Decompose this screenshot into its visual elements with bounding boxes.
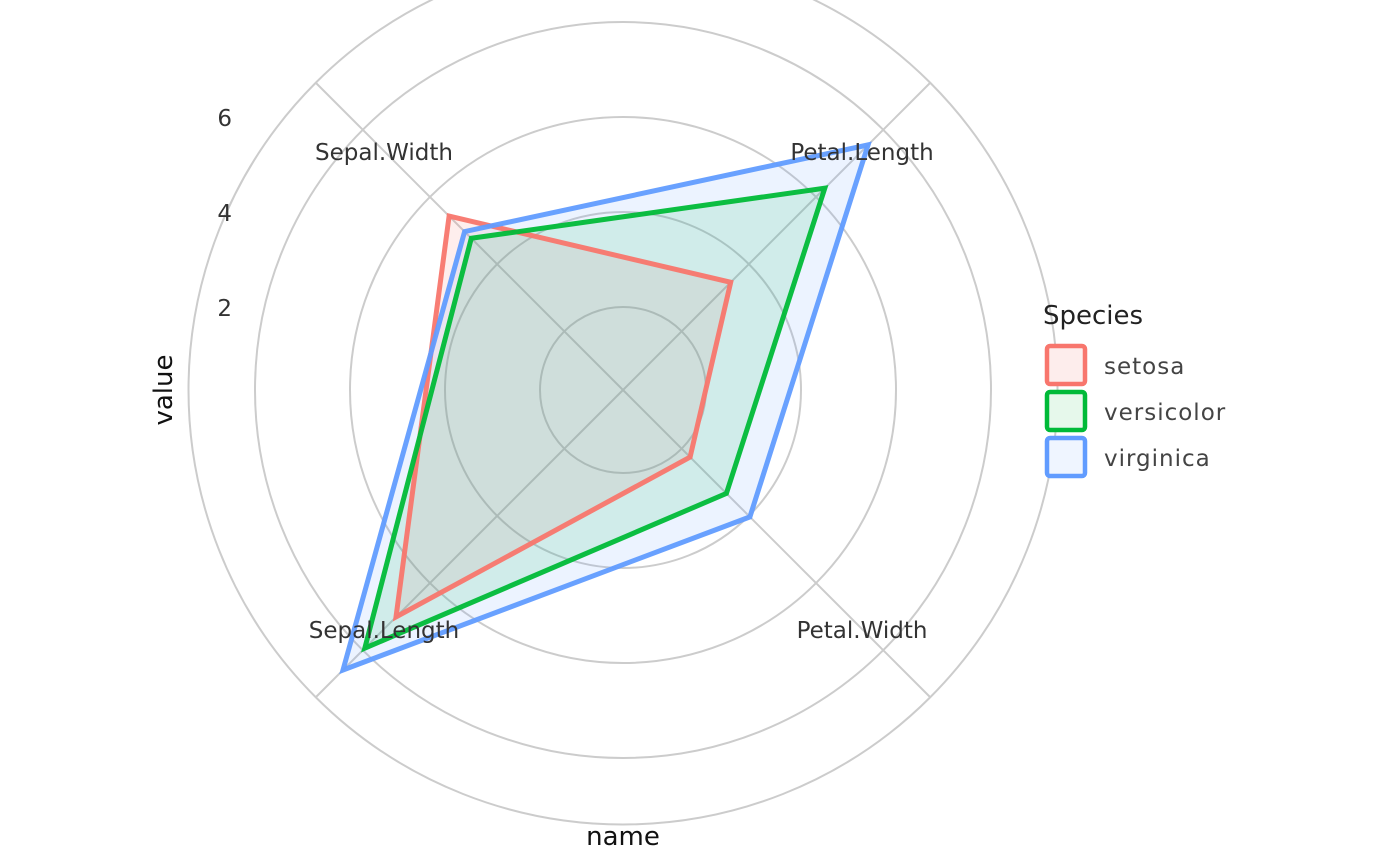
legend-key-virginica — [1044, 435, 1088, 479]
axis-label-sepal-width: Sepal.Width — [315, 140, 453, 166]
y-axis-title: value — [149, 354, 179, 425]
series-line-virginica — [339, 141, 872, 675]
legend-key-versicolor — [1044, 389, 1088, 433]
x-axis-title: name — [586, 822, 660, 852]
series-line-versicolor — [361, 185, 829, 653]
grid-spoke — [622, 389, 931, 698]
legend-label-versicolor: versicolor — [1104, 400, 1226, 426]
series-area-virginica — [343, 144, 869, 670]
grid-ring — [349, 116, 897, 664]
legend-item-virginica: virginica — [1044, 435, 1211, 479]
legend-label-setosa: setosa — [1104, 354, 1185, 380]
series-fills — [343, 144, 869, 670]
radial-tick-labels: 2 4 6 — [217, 106, 232, 322]
legend-title: Species — [1043, 301, 1143, 331]
legend-key-setosa — [1044, 343, 1088, 387]
series-outlines — [339, 141, 872, 675]
series-area-versicolor — [364, 188, 825, 649]
grid-spoke — [622, 82, 931, 391]
axis-label-sepal-length: Sepal.Length — [309, 618, 459, 644]
axis-label-petal-length: Petal.Length — [790, 140, 933, 166]
grid-ring — [254, 21, 992, 759]
axis-label-petal-width: Petal.Width — [797, 618, 928, 644]
series-area-setosa — [396, 216, 731, 617]
grid-ring — [444, 211, 802, 569]
legend: Species setosa versicolor virginica — [1043, 301, 1226, 479]
radial-tick-label: 2 — [217, 296, 232, 322]
radial-tick-label: 6 — [217, 106, 232, 132]
radial-tick-label: 4 — [217, 201, 232, 227]
series-line-setosa — [392, 213, 734, 622]
category-axis-labels: Petal.Length Petal.Width Sepal.Length Se… — [309, 140, 934, 644]
legend-label-virginica: virginica — [1104, 446, 1211, 472]
legend-item-versicolor: versicolor — [1044, 389, 1226, 433]
legend-item-setosa: setosa — [1044, 343, 1185, 387]
